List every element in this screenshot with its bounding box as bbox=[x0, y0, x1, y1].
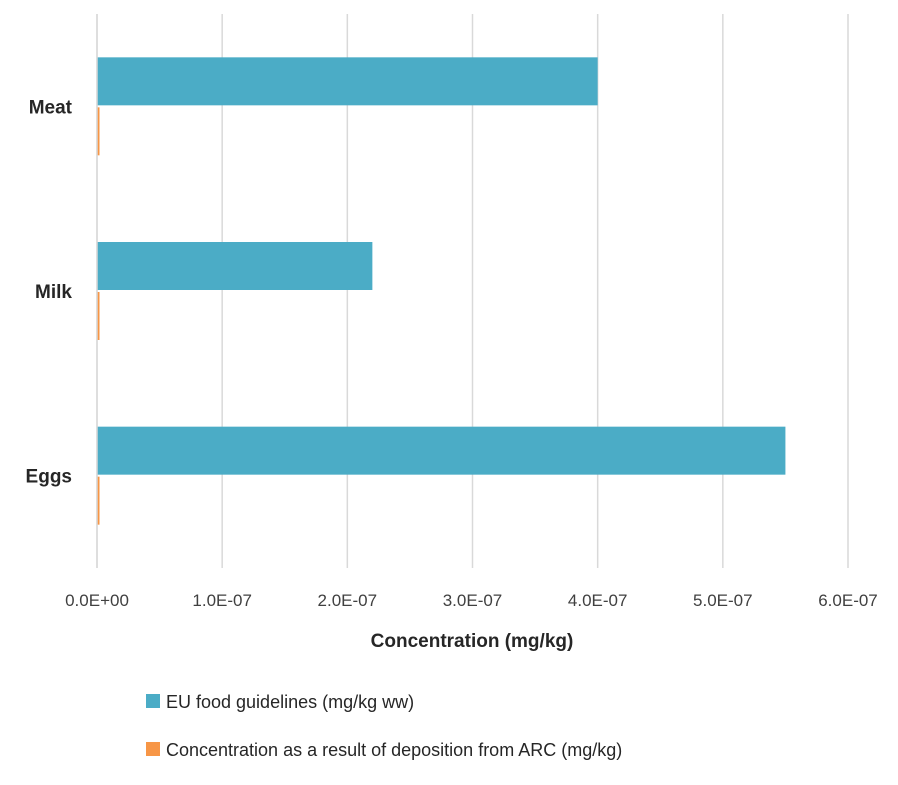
category-label-meat: Meat bbox=[29, 97, 73, 118]
legend: EU food guidelines (mg/kg ww) Concentrati… bbox=[146, 692, 622, 760]
bar-arc-deposition bbox=[97, 292, 100, 340]
legend-label: Concentration as a result of deposition … bbox=[166, 740, 622, 760]
bar-arc-deposition bbox=[97, 476, 100, 525]
x-tick-label: 5.0E-07 bbox=[693, 591, 753, 610]
bar-arc-deposition bbox=[97, 107, 100, 156]
legend-swatch bbox=[146, 742, 160, 756]
labels: 0.0E+00 1.0E-07 2.0E-07 3.0E-07 4.0E-07 5.0E-… bbox=[26, 97, 878, 610]
x-tick-label: 2.0E-07 bbox=[318, 591, 378, 610]
x-tick-label: 1.0E-07 bbox=[192, 591, 252, 610]
x-axis-title: Concentration (mg/kg) bbox=[371, 631, 574, 652]
bar-eu-guideline bbox=[97, 57, 598, 106]
bar-eu-guideline bbox=[97, 242, 373, 290]
x-tick-label: 0.0E+00 bbox=[65, 591, 129, 610]
bars bbox=[97, 57, 786, 525]
x-tick-label: 3.0E-07 bbox=[443, 591, 503, 610]
x-tick-label: 4.0E-07 bbox=[568, 591, 628, 610]
legend-label: EU food guidelines (mg/kg ww) bbox=[166, 692, 414, 712]
gridlines bbox=[96, 14, 849, 568]
bar-eu-guideline bbox=[97, 426, 786, 475]
category-label-eggs: Eggs bbox=[26, 467, 72, 488]
category-label-milk: Milk bbox=[35, 282, 72, 303]
legend-swatch bbox=[146, 694, 160, 708]
x-tick-label: 6.0E-07 bbox=[818, 591, 878, 610]
